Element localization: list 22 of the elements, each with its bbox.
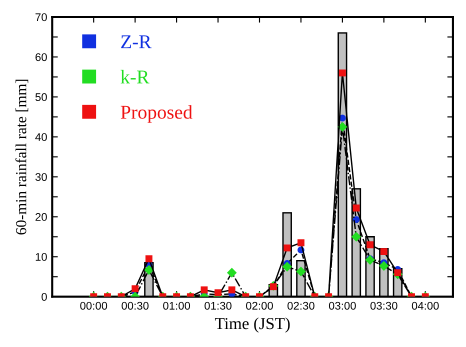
y-tick-label: 50: [35, 93, 47, 102]
y-tick-label: 30: [35, 173, 47, 181]
legend-label: k-R: [120, 70, 150, 84]
legend-label: Proposed: [120, 105, 192, 123]
x-axis-title: Time (JST): [214, 317, 290, 333]
x-tick-label: 03:00: [328, 302, 356, 310]
y-tick-label: 70: [36, 13, 47, 22]
x-tick-label: 00:00: [80, 302, 108, 310]
x-tick-label: 01:30: [204, 302, 232, 310]
y-tick-label: 0: [42, 292, 47, 301]
x-tick-label: 02:30: [287, 302, 314, 310]
y-tick-label: 60: [36, 53, 47, 62]
y-tick-label: 10: [36, 253, 47, 261]
y-tick-label: 40: [35, 133, 47, 141]
x-tick-label: 00:30: [122, 302, 149, 310]
y-axis-title: 60-min rainfall rate [mm]: [15, 80, 28, 234]
x-tick-label: 01:00: [163, 302, 190, 310]
x-tick-label: 04:00: [412, 302, 439, 310]
y-tick-label: 20: [36, 213, 47, 221]
x-tick-label: 03:30: [370, 302, 398, 310]
legend-label: Z-R: [121, 35, 152, 48]
x-tick-label: 02:00: [246, 302, 273, 310]
